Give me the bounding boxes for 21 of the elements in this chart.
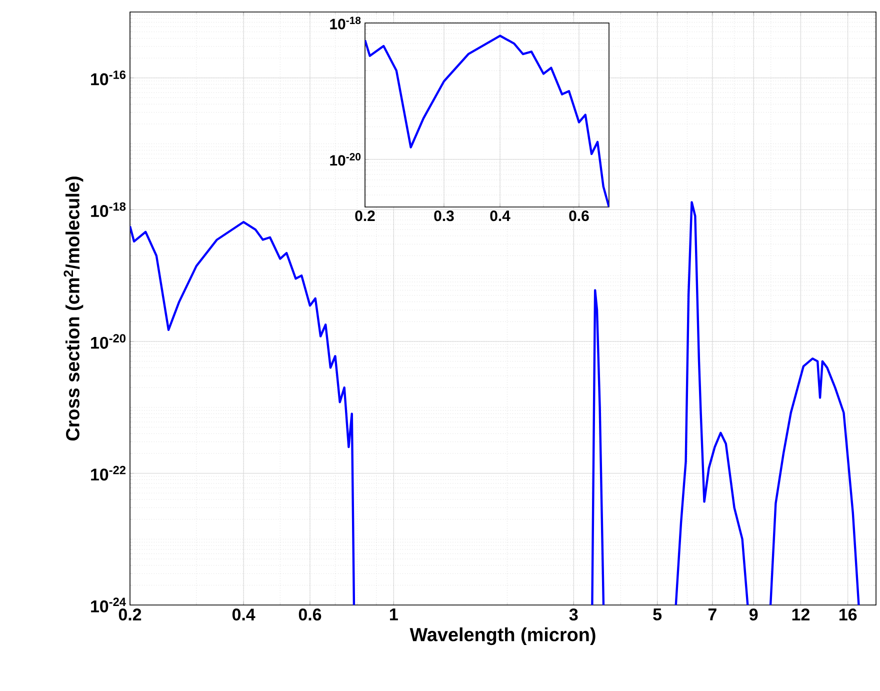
x-tick-label: 7 [708, 608, 716, 620]
x-axis-title: Wavelength (micron) [410, 627, 596, 646]
x-tick-label: 1 [390, 608, 398, 620]
y-tick-label: 10$^{-20}$ [91, 334, 126, 349]
x-tick-label: 9 [749, 608, 758, 621]
y-tick-label: 10$^{-18}$ [91, 202, 126, 218]
x-tick-label: 5 [653, 608, 662, 620]
y-tick-label: 10$^{-16}$ [91, 70, 126, 86]
x-tick-label: 0.2 [355, 210, 375, 222]
x-tick-label: 0.6 [298, 608, 322, 621]
x-tick-label: 3 [569, 608, 578, 621]
x-tick-label: 0.3 [434, 210, 454, 222]
y-tick-label: 10$^{-18}$ [330, 16, 361, 30]
y-tick-label: 10$^{-22}$ [91, 466, 126, 481]
x-tick-label: 0.4 [232, 608, 256, 621]
x-tick-label: 16 [840, 608, 857, 621]
y-tick-label: 10$^{-20}$ [330, 153, 361, 166]
y-axis-title: Cross section (cm$^{2}$/molecule) [64, 176, 84, 441]
x-tick-label: 0.4 [490, 210, 510, 222]
x-tick-label: 0.6 [569, 210, 589, 222]
x-tick-label: 12 [792, 608, 810, 620]
